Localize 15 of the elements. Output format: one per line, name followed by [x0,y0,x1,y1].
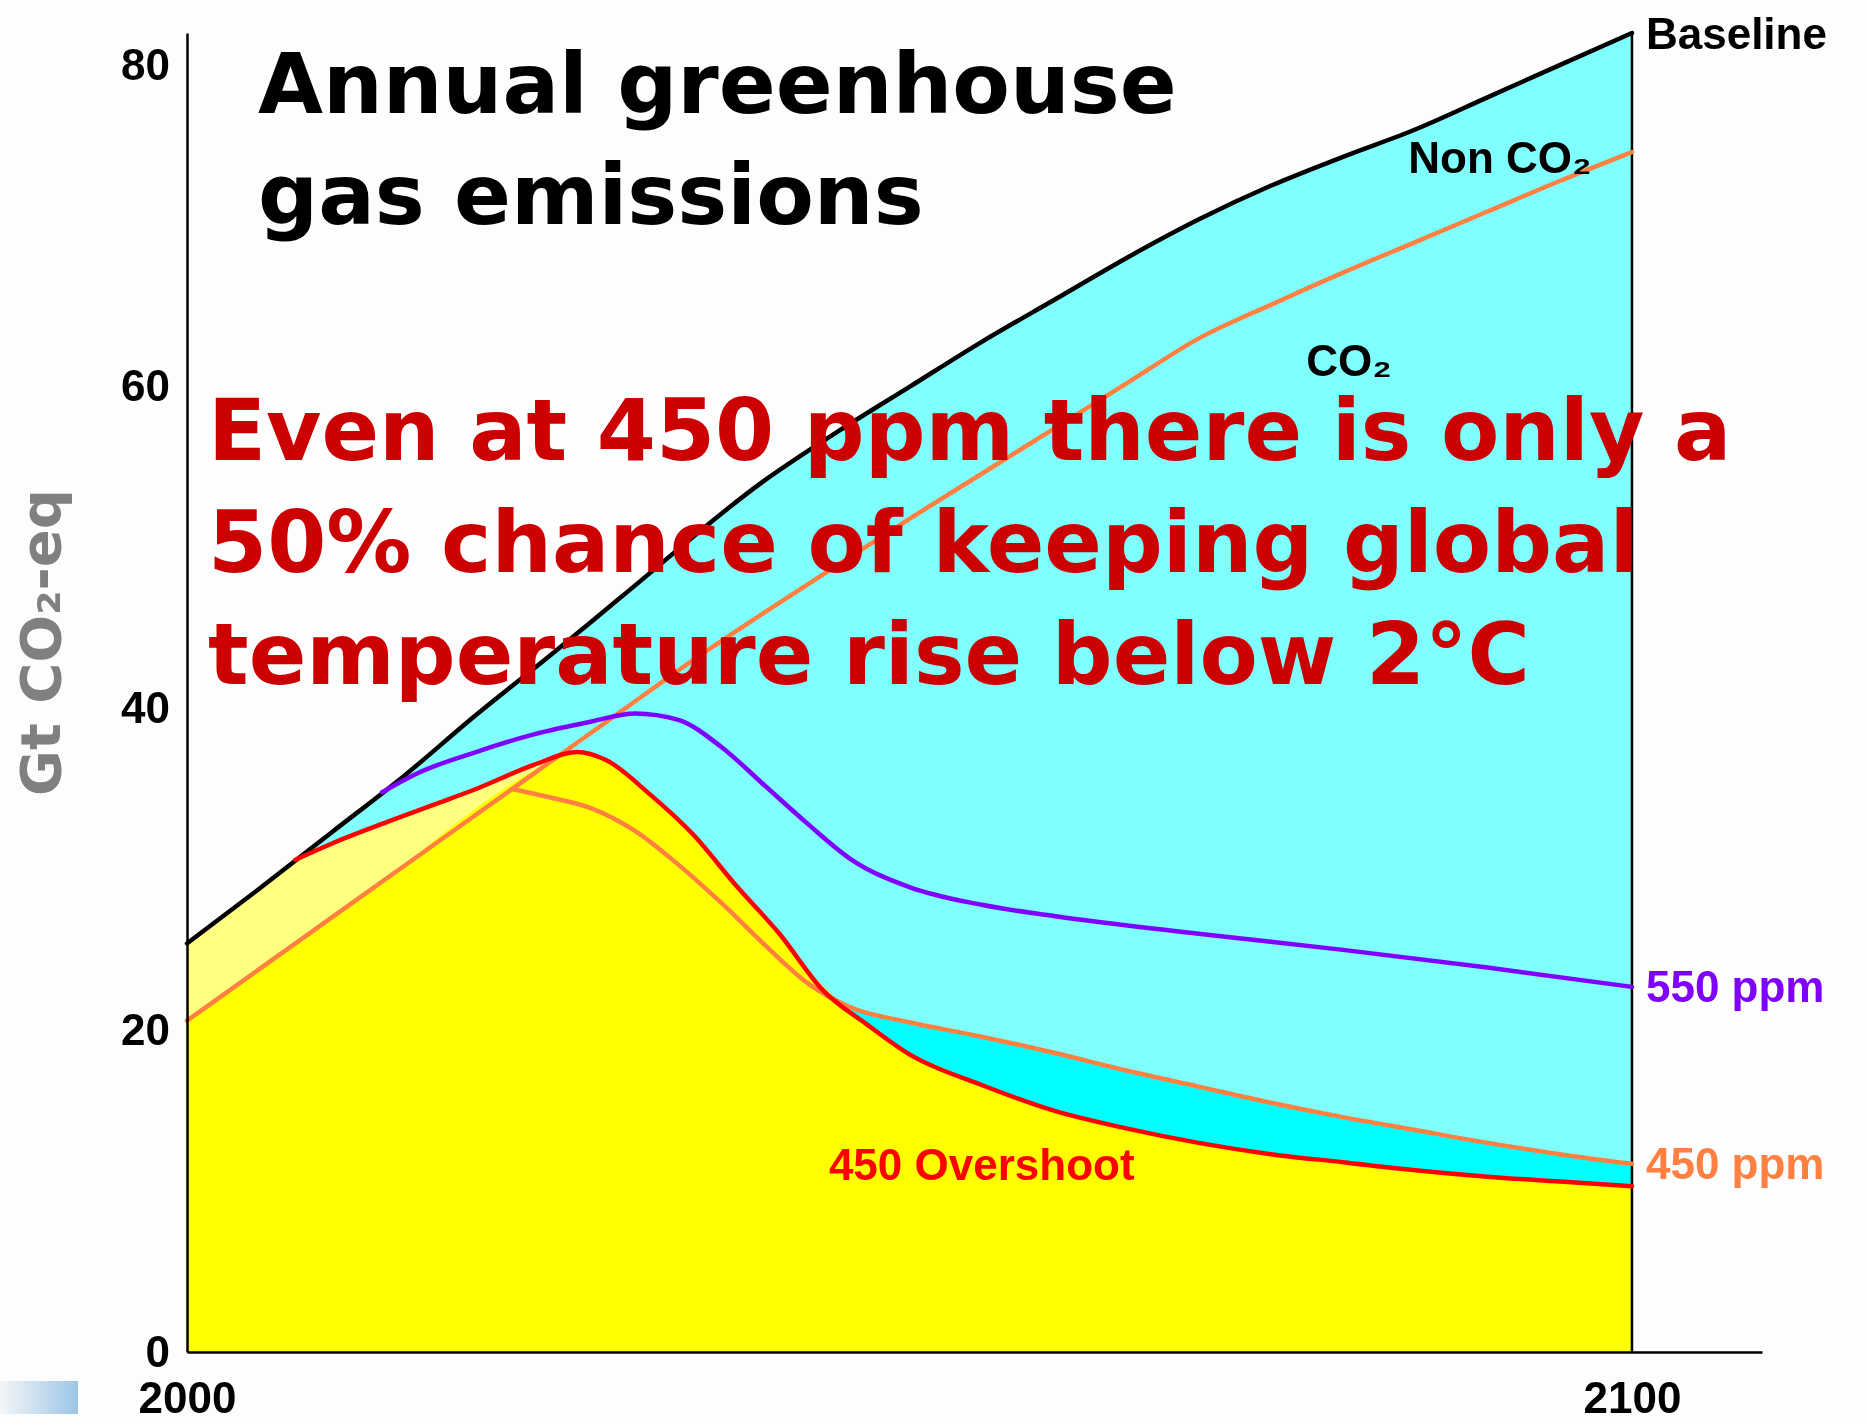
y-tick-label: 80 [121,39,170,89]
text: Annual greenhouse gas emissions [258,35,1177,244]
y-axis-title: Gt CO₂-eq [8,489,73,796]
y-tick-label: 20 [121,1004,170,1054]
series-label: 450 Overshoot [828,1140,1135,1190]
y-tick-label: 0 [145,1326,170,1376]
y-tick-label: 60 [121,361,170,411]
x-tick-label: 2100 [1583,1373,1682,1423]
series-label: 550 ppm [1645,962,1825,1012]
y-tick-label: 40 [121,683,170,733]
annotation: Non CO₂ [1408,132,1592,182]
series-label: 450 ppm [1645,1139,1825,1189]
annotation: CO₂ [1306,335,1392,385]
x-tick-label: 2000 [138,1373,237,1423]
series-label: Baseline [1645,8,1827,58]
